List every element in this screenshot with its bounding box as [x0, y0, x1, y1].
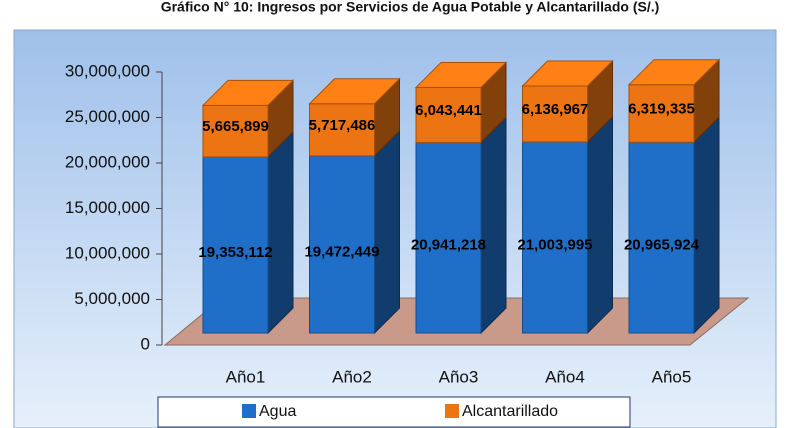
bar-face	[480, 116, 507, 335]
x-tick-label: Año5	[652, 367, 692, 386]
chart-title: Gráfico N° 10: Ingresos por Servicios de…	[161, 0, 660, 15]
bar-face	[309, 155, 375, 334]
bar-segment	[522, 115, 613, 335]
bar-face	[627, 59, 721, 86]
value-label: 20,965,924	[624, 237, 700, 254]
bar-face	[522, 141, 588, 334]
bar-face	[415, 86, 482, 143]
bar-face	[201, 79, 295, 106]
bar-face	[693, 116, 720, 335]
bar-segment	[521, 59, 614, 144]
bar-segment	[202, 130, 294, 335]
bar-face	[521, 60, 614, 87]
y-tick-label: 15,000,000	[65, 198, 150, 217]
bar-face	[374, 129, 400, 335]
x-tick-label: Año3	[439, 367, 479, 386]
bar-segment	[415, 116, 507, 335]
legend-swatch	[445, 404, 459, 418]
bar-face	[202, 156, 269, 334]
value-label: 5,665,899	[202, 118, 269, 135]
value-label: 19,353,112	[198, 244, 272, 261]
bar-face	[202, 104, 269, 158]
y-tick-label: 25,000,000	[65, 107, 150, 126]
bar-segment	[308, 77, 401, 158]
y-tick-label: 10,000,000	[65, 243, 150, 262]
bar-segment	[414, 61, 508, 144]
bar-face	[587, 115, 613, 335]
bar-face	[415, 141, 482, 334]
bar-segment	[627, 58, 721, 144]
y-tick-label: 5,000,000	[74, 289, 150, 308]
value-label: 6,136,967	[522, 101, 589, 118]
x-tick-label: Año4	[545, 367, 585, 386]
value-label: 6,043,441	[415, 102, 482, 119]
legend-box	[157, 396, 631, 428]
x-tick-label: Año1	[226, 367, 266, 386]
value-label: 21,003,995	[517, 236, 592, 253]
bar-segment	[309, 129, 400, 335]
value-label: 6,319,335	[628, 100, 695, 117]
value-label: 5,717,486	[309, 117, 376, 134]
bar-face	[308, 78, 401, 105]
value-label: 19,472,449	[304, 243, 379, 260]
bar-face	[309, 103, 375, 157]
bar-face	[522, 85, 588, 143]
value-label: 20,941,218	[411, 237, 486, 254]
y-tick-label: 20,000,000	[65, 152, 150, 171]
x-tick-label: Año2	[332, 367, 372, 386]
bar-segment	[628, 116, 720, 335]
legend-label: Alcantarillado	[462, 403, 558, 420]
legend-swatch	[242, 404, 256, 418]
y-tick-label: 30,000,000	[65, 61, 150, 80]
y-tick-label: 0	[141, 334, 150, 353]
bar-segment	[201, 79, 295, 159]
bar-face	[414, 61, 508, 88]
bar-face	[628, 84, 695, 143]
legend-label: Agua	[259, 403, 296, 420]
bar-face	[267, 130, 294, 335]
